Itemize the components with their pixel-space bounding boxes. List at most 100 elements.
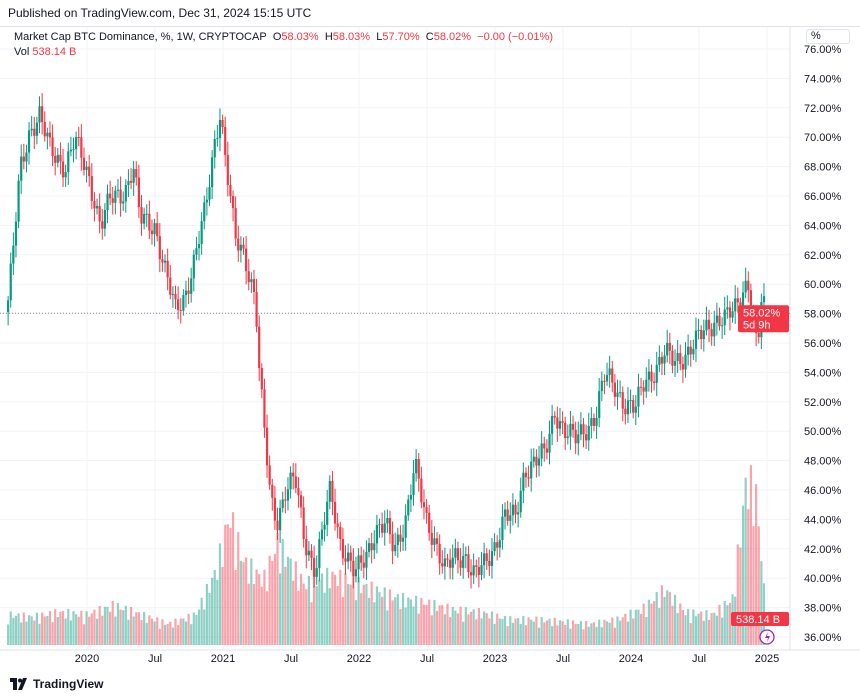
last-volume-label: 538.14 B	[736, 614, 780, 626]
volume-bar	[129, 606, 133, 645]
candle-body	[710, 329, 713, 337]
candle-body	[370, 543, 373, 551]
candle-body	[203, 202, 206, 222]
candle-body	[694, 330, 698, 349]
volume-bar	[145, 622, 148, 645]
candle-body	[90, 176, 93, 201]
candle-body	[177, 299, 180, 311]
volume-bar	[148, 615, 151, 645]
candle-body	[373, 543, 376, 551]
volume-bar	[464, 607, 467, 645]
candle-body	[12, 245, 15, 264]
footer-logo[interactable]: TradingView	[10, 677, 103, 691]
volume-bar	[250, 558, 253, 645]
volume-bar	[184, 621, 188, 645]
symbol-title[interactable]: Market Cap BTC Dominance, %, 1W, CRYPTOC…	[14, 31, 267, 43]
volume-bar	[268, 555, 271, 645]
open-label: O	[272, 31, 282, 43]
candle-body	[464, 554, 467, 557]
volume-bar	[658, 607, 661, 645]
candle-body	[702, 330, 705, 340]
candle-body	[273, 497, 276, 521]
candle-body	[375, 525, 378, 544]
volume-bar	[566, 619, 569, 645]
candle-body	[229, 184, 232, 197]
candle-body	[666, 342, 669, 356]
volume-bar	[404, 607, 407, 645]
volume-bar	[561, 621, 564, 645]
candle-body	[156, 223, 159, 237]
volume-bar	[357, 576, 360, 645]
volume-bar	[313, 573, 316, 645]
candles	[7, 93, 766, 589]
y-tick-label: 70.00%	[804, 132, 842, 144]
volume-bar	[726, 605, 729, 645]
volume-bar	[292, 580, 295, 645]
candle-body	[595, 417, 598, 426]
candle-body	[82, 157, 86, 171]
volume-bar	[595, 626, 598, 645]
volume-bar	[294, 561, 297, 645]
candle-body	[9, 263, 12, 301]
volume-bar	[20, 622, 23, 645]
volume-bar	[760, 561, 763, 645]
candlestick-chart[interactable]: 76.00% 74.00% 72.00% 70.00% 68.00% 66.00% 64.0…	[0, 0, 860, 670]
candle-body	[409, 495, 412, 500]
candle-body	[639, 386, 643, 388]
candle-body	[187, 290, 190, 294]
volume-bar	[88, 616, 91, 645]
volume-bar	[98, 605, 101, 645]
volume-bar	[422, 604, 426, 645]
volume-bar	[741, 505, 745, 645]
volume-bar	[692, 609, 695, 645]
percent-scale-toggle[interactable]: %	[806, 29, 850, 44]
volume-bar	[69, 620, 72, 645]
x-tick-label: 2021	[211, 653, 235, 665]
volume-bar	[428, 599, 431, 645]
volume-bar	[231, 512, 235, 645]
volume-bar	[587, 626, 590, 645]
candle-body	[127, 181, 130, 186]
candle-body	[535, 456, 538, 466]
volume-bar	[569, 628, 572, 645]
candle-body	[234, 208, 237, 239]
volume-bar	[221, 567, 224, 645]
candle-body	[394, 545, 397, 552]
candle-body	[129, 181, 133, 183]
candle-body	[161, 259, 164, 263]
candle-body	[281, 499, 284, 508]
volume-bar	[122, 610, 125, 645]
volume-bar	[676, 613, 679, 645]
volume-bar	[182, 618, 185, 645]
candle-body	[318, 539, 321, 569]
volume-bar	[673, 594, 677, 645]
volume-bar	[255, 569, 258, 645]
candle-body	[386, 518, 389, 524]
volume-bar	[339, 569, 342, 645]
volume-bar	[289, 558, 292, 645]
volume-bar	[430, 615, 433, 645]
candle-body	[336, 523, 339, 527]
volume-bar	[645, 616, 648, 645]
volume-bar	[349, 584, 352, 645]
candle-body	[480, 565, 483, 575]
candle-body	[483, 553, 486, 566]
candle-body	[17, 180, 20, 222]
volume-bar	[166, 623, 169, 645]
candle-body	[116, 189, 120, 191]
candle-body	[762, 296, 766, 303]
candle-body	[190, 278, 193, 294]
candle-body	[605, 374, 609, 382]
volume-bar	[490, 611, 494, 645]
y-tick-label: 64.00%	[804, 220, 842, 232]
volume-bar	[156, 617, 159, 645]
volume-bar	[517, 618, 520, 645]
candle-body	[85, 166, 88, 171]
candle-body	[749, 290, 752, 318]
volume-bar	[396, 594, 399, 645]
candle-body	[660, 356, 664, 364]
volume-bar	[545, 620, 548, 645]
volume-bar	[671, 605, 674, 645]
candle-body	[673, 361, 677, 366]
volume-bar	[480, 618, 483, 645]
